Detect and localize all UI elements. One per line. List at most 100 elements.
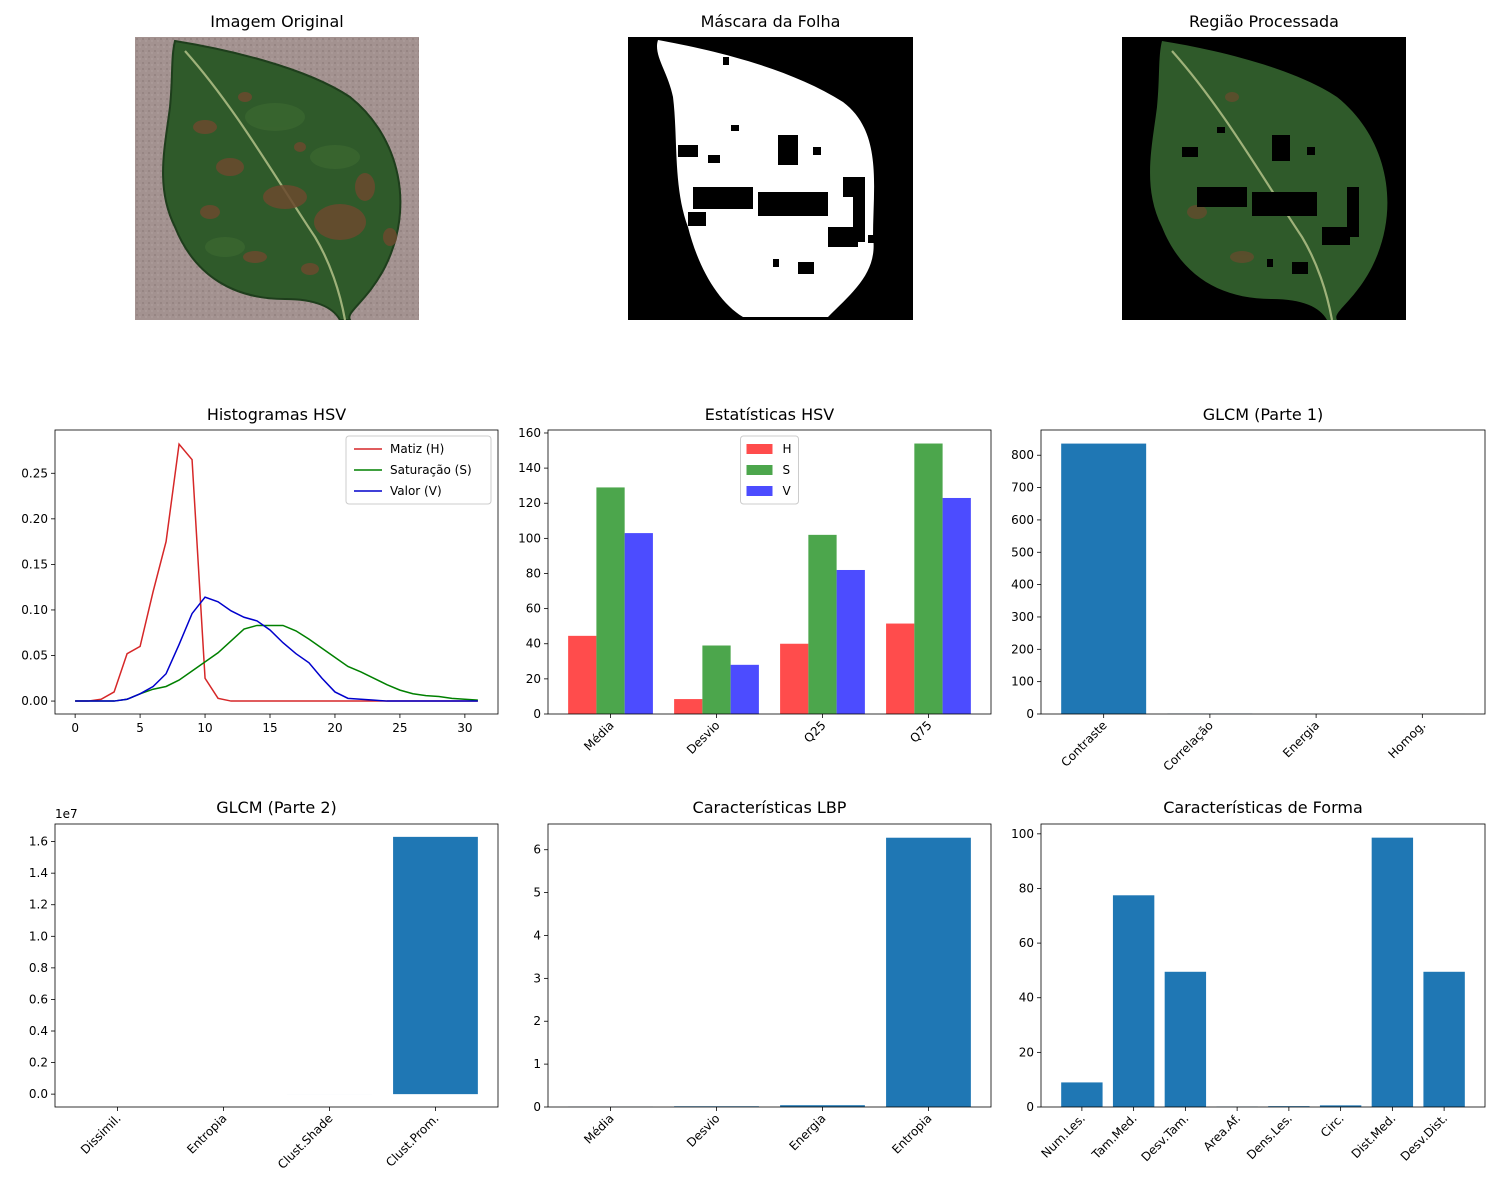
glcm-part2-ytick-label: 0.8 bbox=[29, 961, 48, 975]
shape-features-ytick-label: 60 bbox=[1019, 936, 1034, 950]
hsv-stats-ytick-label: 20 bbox=[526, 672, 541, 686]
hsv-stats-bar bbox=[674, 699, 703, 714]
hsv-stats-xtick-label: Q25 bbox=[801, 718, 828, 745]
glcm-part1-ytick-label: 300 bbox=[1011, 610, 1034, 624]
hsv-stats-ytick-label: 160 bbox=[518, 426, 541, 440]
hsv-stats-legend-label-2: V bbox=[783, 484, 792, 498]
glcm-part2-xtick-label: Clust.Shade bbox=[275, 1111, 336, 1172]
hsv-stats-legend-label-0: H bbox=[783, 442, 792, 456]
glcm-part1-ytick-label: 100 bbox=[1011, 675, 1034, 689]
hsv-stats-xtick-label: Desvio bbox=[684, 718, 723, 757]
hsv-stats-ytick-label: 120 bbox=[518, 496, 541, 510]
hsv-stats-bar bbox=[942, 497, 971, 714]
glcm-part2-ytick-label: 1.0 bbox=[29, 929, 48, 943]
processed-region-graphic bbox=[1122, 37, 1406, 320]
leaf-mask-graphic bbox=[628, 37, 913, 320]
shape-features-bar bbox=[1371, 837, 1414, 1107]
leaf-mask-image bbox=[628, 37, 913, 320]
lbp-features-ytick-label: 2 bbox=[533, 1014, 541, 1028]
shape-features-ytick-label: 40 bbox=[1019, 991, 1034, 1005]
hsv-stats-bar bbox=[808, 534, 837, 714]
lbp-features-title: Características LBP bbox=[692, 798, 847, 817]
shape-features-bar bbox=[1268, 1106, 1310, 1107]
glcm-part1-bar bbox=[1061, 443, 1147, 714]
glcm-part1-ytick-label: 600 bbox=[1011, 513, 1034, 527]
hsv-histogram-xtick-label: 25 bbox=[392, 721, 407, 735]
hsv-histogram-xtick-label: 0 bbox=[71, 721, 79, 735]
glcm-part1-ytick-label: 0 bbox=[1026, 707, 1034, 721]
glcm-part1-xtick-label: Contraste bbox=[1058, 718, 1109, 769]
hsv-histogram-legend-box bbox=[345, 435, 492, 505]
hsv-histogram-xtick-label: 5 bbox=[136, 721, 144, 735]
lbp-features-bar bbox=[780, 1105, 865, 1107]
shape-features-frame bbox=[1040, 823, 1486, 1108]
hsv-stats-title: Estatísticas HSV bbox=[704, 405, 835, 424]
shape-features-bar bbox=[1061, 1082, 1103, 1107]
glcm-part1-ytick-label: 200 bbox=[1011, 642, 1034, 656]
glcm-part2-ytick-label: 1.4 bbox=[29, 866, 48, 880]
hsv-stats-bar bbox=[596, 487, 625, 714]
shape-features-ytick-label: 20 bbox=[1019, 1045, 1034, 1059]
glcm-part1-xtick-label: Energia bbox=[1280, 718, 1322, 760]
glcm-part1-xtick-label: Correlação bbox=[1161, 718, 1216, 773]
hsv-histogram-legend-label-1: Saturação (S) bbox=[390, 463, 472, 477]
hsv-histogram-ytick-label: 0.00 bbox=[21, 694, 48, 708]
hsv-histogram-legend-label-0: Matiz (H) bbox=[390, 442, 444, 456]
hsv-stats-bar bbox=[836, 569, 865, 714]
hsv-histogram-title: Histogramas HSV bbox=[206, 405, 347, 424]
glcm-part1-ytick-label: 800 bbox=[1011, 448, 1034, 462]
glcm-part2-ytick-label: 1.2 bbox=[29, 898, 48, 912]
shape-features-xtick-label: Area.Af. bbox=[1201, 1111, 1244, 1154]
hsv-stats-legend-swatch-1 bbox=[746, 465, 773, 475]
lbp-features-xtick-label: Energia bbox=[786, 1111, 828, 1153]
hsv-stats-xtick-label: Q75 bbox=[907, 718, 934, 745]
hsv-stats-bar bbox=[780, 643, 809, 714]
hsv-histogram-ytick-label: 0.15 bbox=[21, 557, 48, 571]
lbp-features-ytick-label: 1 bbox=[533, 1057, 541, 1071]
shape-features-ytick-label: 100 bbox=[1011, 827, 1034, 841]
hsv-stats-bar bbox=[568, 635, 597, 714]
hsv-histogram-legend-label-2: Valor (V) bbox=[390, 484, 442, 498]
hsv-stats-legend-swatch-0 bbox=[746, 444, 773, 454]
lbp-features-bar bbox=[886, 837, 971, 1107]
glcm-part1-title: GLCM (Parte 1) bbox=[1202, 405, 1324, 424]
hsv-stats-bar bbox=[702, 645, 731, 714]
shape-features-title: Características de Forma bbox=[1163, 798, 1363, 817]
hsv-histogram-ytick-label: 0.20 bbox=[21, 512, 48, 526]
lbp-features-frame bbox=[547, 823, 992, 1108]
shape-features-bar bbox=[1112, 895, 1155, 1107]
glcm-part2-bar bbox=[393, 836, 478, 1095]
glcm-part1-ytick-label: 700 bbox=[1011, 481, 1034, 495]
leaf-mask-title: Máscara da Folha bbox=[700, 12, 841, 31]
glcm-part2-ytick-label: 0.4 bbox=[29, 1024, 48, 1038]
hsv-stats-ytick-label: 40 bbox=[526, 637, 541, 651]
glcm-part2-offset-text: 1e7 bbox=[55, 807, 78, 821]
original-image-title: Imagem Original bbox=[210, 12, 344, 31]
hsv-histogram-xtick-label: 20 bbox=[327, 721, 342, 735]
shape-features-ytick-label: 0 bbox=[1026, 1100, 1034, 1114]
hsv-stats-ytick-label: 80 bbox=[526, 566, 541, 580]
shape-features-ytick-label: 80 bbox=[1019, 881, 1034, 895]
glcm-part2-ytick-label: 0.2 bbox=[29, 1056, 48, 1070]
lbp-features-ytick-label: 4 bbox=[533, 928, 541, 942]
hsv-stats-xtick-label: Média bbox=[581, 718, 616, 753]
lbp-features-ytick-label: 5 bbox=[533, 886, 541, 900]
lbp-features-ytick-label: 3 bbox=[533, 971, 541, 985]
glcm-part2-frame bbox=[54, 823, 499, 1108]
lbp-features-xtick-label: Média bbox=[581, 1111, 616, 1146]
glcm-part2-ytick-label: 1.6 bbox=[29, 835, 48, 849]
hsv-histogram-frame bbox=[54, 429, 499, 715]
shape-features-bar bbox=[1423, 971, 1465, 1107]
shape-features-xtick-label: Dist.Med. bbox=[1349, 1111, 1399, 1161]
shape-features-xtick-label: Tam.Med. bbox=[1089, 1111, 1140, 1162]
hsv-stats-bar bbox=[914, 443, 943, 714]
original-leaf-image bbox=[135, 37, 419, 320]
shape-features-bar bbox=[1319, 1105, 1362, 1107]
glcm-part2-xtick-label: Clust.Prom. bbox=[383, 1111, 441, 1169]
glcm-part2-ytick-label: 0.0 bbox=[29, 1087, 48, 1101]
glcm-part2-xtick-label: Entropia bbox=[184, 1111, 229, 1156]
lbp-features-ytick-label: 0 bbox=[533, 1100, 541, 1114]
hsv-stats-legend-swatch-2 bbox=[746, 486, 773, 496]
glcm-part2-title: GLCM (Parte 2) bbox=[216, 798, 337, 817]
